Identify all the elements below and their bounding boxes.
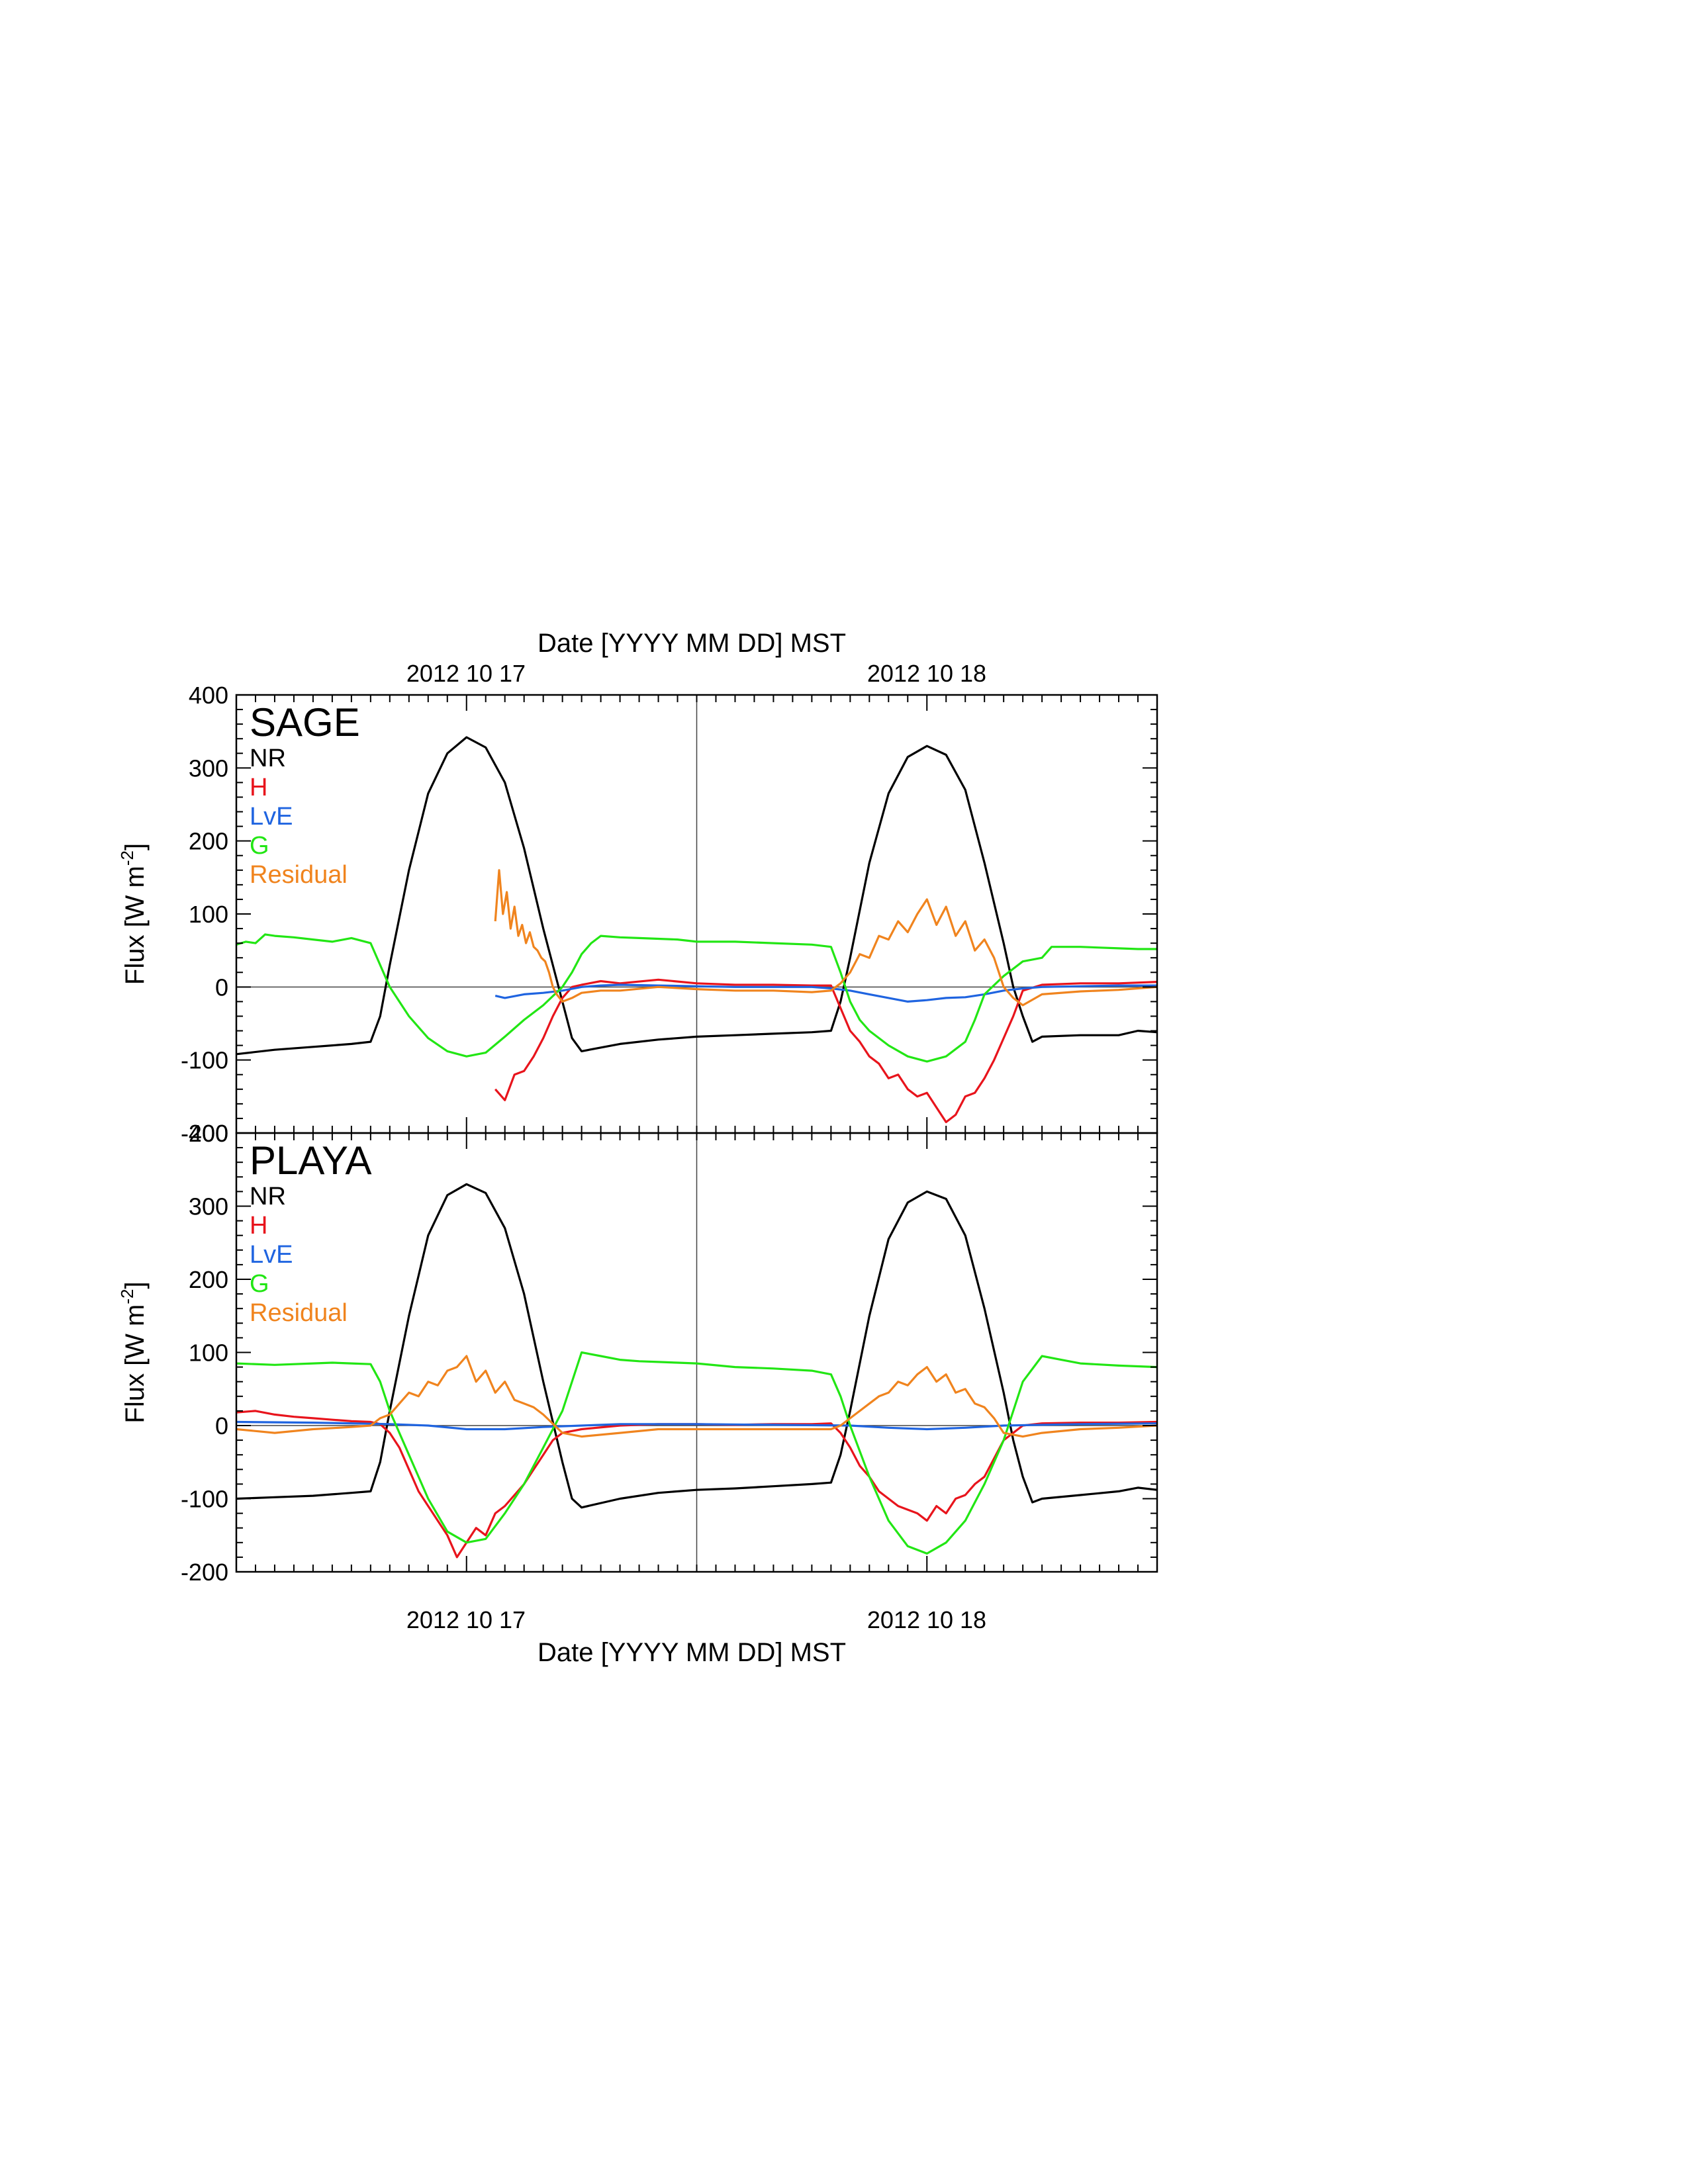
playa-legend-residual: Residual (250, 1299, 348, 1327)
sage-y-axis-title: Flux [W m-2] (117, 843, 150, 985)
sage-legend-g: G (250, 832, 269, 860)
sage-ytick-label: 300 (189, 754, 228, 782)
playa-ytick-label: -100 (181, 1486, 228, 1513)
playa-legend-nr: NR (250, 1183, 286, 1210)
top-date-label-1: 2012 10 17 (406, 660, 526, 687)
playa-ytick-label: -200 (181, 1559, 228, 1586)
playa-ytick-label: 0 (215, 1412, 228, 1439)
playa-ytick-label: 400 (189, 1120, 228, 1147)
playa-legend-h: H (250, 1212, 267, 1240)
sage-ytick-label: -100 (181, 1047, 228, 1074)
sage-panel: -200 -100 0 100 200 300 400 Flux [W m-2] SAGENRH… (117, 682, 1158, 1147)
sage-legend-h: H (250, 774, 267, 801)
sage-legend-residual: Residual (250, 861, 348, 889)
sage-series-g-line (236, 933, 1157, 1063)
sage-legend-lve: LvE (250, 803, 293, 831)
sage-series-h-line (494, 978, 1157, 1124)
sage-ytick-label: 200 (189, 828, 228, 855)
playa-legend-g: G (250, 1270, 269, 1298)
playa-series-h-line (236, 1410, 1157, 1559)
top-axis-title: Date [YYYY MM DD] MST (538, 629, 846, 658)
bottom-date-label-2: 2012 10 18 (867, 1606, 986, 1633)
playa-ytick-label: 300 (189, 1193, 228, 1220)
sage-legend-nr: NR (250, 745, 286, 772)
playa-ytick-label: 200 (189, 1266, 228, 1293)
playa-legend-lve: LvE (250, 1241, 293, 1269)
sage-series-residual-line (494, 869, 1157, 1007)
sage-ytick-label: -200 (181, 1120, 228, 1147)
playa-ytick-label: 100 (189, 1340, 228, 1367)
sage-series-nr-line (236, 736, 1157, 1056)
bottom-axis-title: Date [YYYY MM DD] MST (538, 1638, 846, 1667)
sage-ytick-label: 400 (189, 682, 228, 709)
playa-panel-title: PLAYA (250, 1138, 372, 1183)
top-date-label-2: 2012 10 18 (867, 660, 986, 687)
sage-panel-title: SAGE (250, 700, 360, 745)
playa-series-nr-line (236, 1183, 1157, 1509)
playa-series-g-line (236, 1351, 1157, 1555)
sage-ytick-label: 0 (215, 974, 228, 1001)
sage-ytick-label: 100 (189, 901, 228, 928)
playa-series-lve-line (236, 1420, 1157, 1431)
playa-y-axis-title: Flux [W m-2] (117, 1281, 150, 1423)
bottom-date-label-1: 2012 10 17 (406, 1606, 526, 1633)
playa-panel: -200 -100 0 100 200 300 400 Flux [W m-2] PLAYANR… (117, 1120, 1158, 1586)
playa-series-residual-line (236, 1355, 1157, 1438)
sage-series-lve-line (494, 983, 1157, 1003)
